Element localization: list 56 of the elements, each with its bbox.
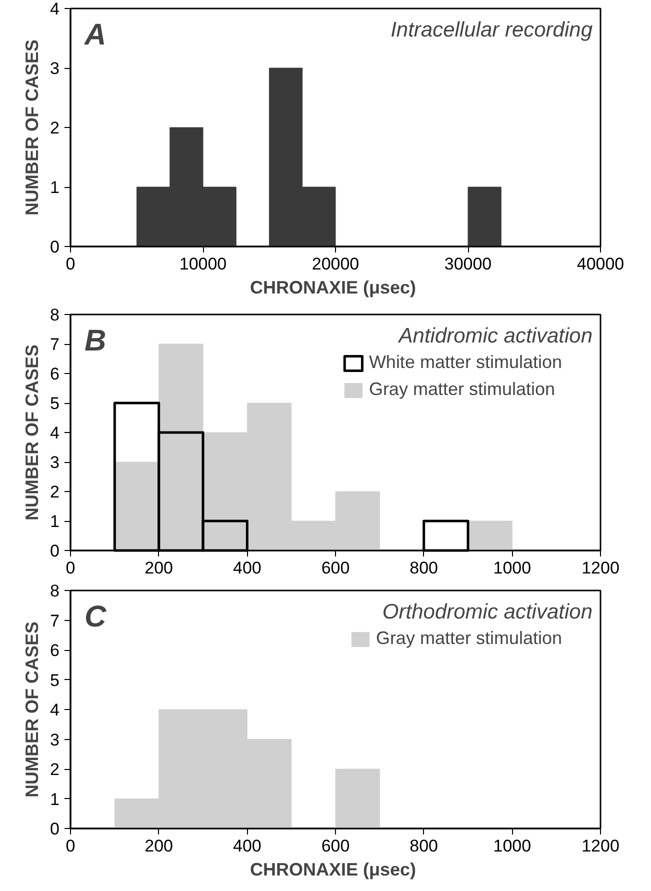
y-tick-label: 0 — [50, 238, 60, 256]
y-tick-label: 1 — [50, 178, 60, 197]
annotation: C — [84, 600, 108, 634]
x-tick-label: 600 — [321, 558, 350, 578]
x-tick-label: 800 — [410, 836, 438, 856]
legend-label: White matter stimulation — [368, 352, 562, 373]
x-tick-label: 1000 — [493, 558, 532, 578]
y-tick-label: 5 — [50, 394, 60, 413]
y-tick-label: 1 — [50, 512, 60, 531]
legend-label: Gray matter stimulation — [368, 379, 555, 400]
x-tick-label: 200 — [144, 836, 174, 856]
y-tick-label: 3 — [50, 453, 60, 472]
y-tick-label: 0 — [50, 820, 60, 838]
y-tick-label: 3 — [50, 59, 60, 78]
annotation: B — [84, 324, 106, 358]
y-tick-label: 4 — [50, 0, 60, 18]
y-tick-label: 7 — [50, 335, 60, 354]
y-tick-label: 8 — [50, 306, 60, 324]
x-tick-label: 400 — [232, 558, 262, 578]
y-tick-label: 7 — [50, 611, 60, 630]
text: Intracellular recording — [390, 18, 593, 42]
y-tick-label: 6 — [50, 641, 60, 660]
y-axis-title: NUMBER OF CASES — [22, 621, 42, 798]
y-tick-label: 4 — [50, 700, 60, 720]
y-axis-title: NUMBER OF CASES — [22, 39, 42, 216]
x-tick-label: 600 — [321, 836, 350, 856]
y-tick-label: 2 — [50, 118, 60, 138]
x-tick-label: 0 — [66, 836, 76, 856]
y-tick-label: 2 — [50, 482, 60, 502]
x-tick-label: 1200 — [582, 558, 620, 578]
legend-label: Gray matter stimulation — [376, 628, 562, 649]
y-tick-label: 0 — [50, 542, 60, 560]
y-tick-label: 5 — [50, 670, 60, 690]
y-axis-title: NUMBER OF CASES — [22, 344, 42, 521]
y-tick-label: 4 — [50, 424, 60, 442]
x-tick-label: 0 — [66, 558, 76, 578]
x-tick-label: 30000 — [444, 254, 492, 274]
x-tick-label: 400 — [232, 836, 262, 856]
x-tick-label: 1000 — [493, 836, 532, 856]
annotation: A — [84, 18, 106, 52]
y-tick-label: 3 — [50, 730, 60, 750]
y-tick-label: 8 — [50, 582, 60, 600]
x-axis-title: CHRONAXIE (μsec) — [250, 278, 416, 298]
y-tick-label: 6 — [50, 364, 60, 384]
text: Antidromic activation — [396, 324, 592, 348]
x-tick-label: 1200 — [582, 836, 620, 856]
x-tick-label: 0 — [66, 254, 76, 274]
text: Orthodromic activation — [382, 600, 593, 624]
x-axis-title: CHRONAXIE (μsec) — [250, 860, 416, 880]
y-tick-label: 1 — [50, 790, 60, 809]
x-tick-label: 40000 — [576, 254, 624, 274]
x-tick-label: 200 — [144, 558, 174, 578]
x-tick-label: 800 — [410, 558, 438, 578]
x-tick-label: 20000 — [312, 254, 360, 274]
x-tick-label: 10000 — [179, 254, 227, 274]
y-tick-label: 2 — [50, 760, 60, 779]
